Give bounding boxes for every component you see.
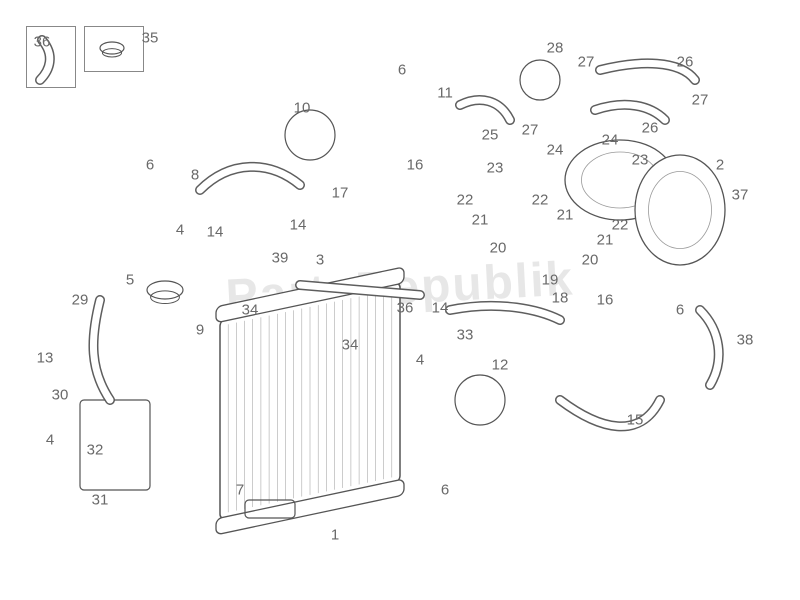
parts-layer xyxy=(0,0,800,600)
part-hose-upper xyxy=(200,167,300,190)
part-tee-28 xyxy=(520,60,560,100)
part-elbow-12 xyxy=(455,375,505,425)
part-radiator xyxy=(216,267,404,535)
part-hose-26a xyxy=(600,63,695,80)
part-drain-hose xyxy=(450,306,560,320)
part-hose-lower-right xyxy=(560,400,660,426)
part-hose-breather xyxy=(93,300,110,400)
part-hose-26b xyxy=(595,105,665,120)
part-reservoir-tank xyxy=(80,400,150,490)
part-hose-38 xyxy=(700,310,719,385)
cooling-system-diagram: PartsRepublik 36352827266112710252726242… xyxy=(0,0,800,600)
part-inset-cap-35 xyxy=(100,42,124,57)
part-sensor-11 xyxy=(460,100,510,120)
part-inset-hose-36 xyxy=(40,40,50,80)
part-expansion-tank-back xyxy=(635,155,725,265)
part-thermostat-housing xyxy=(285,110,335,160)
part-filler-cap xyxy=(147,281,183,304)
